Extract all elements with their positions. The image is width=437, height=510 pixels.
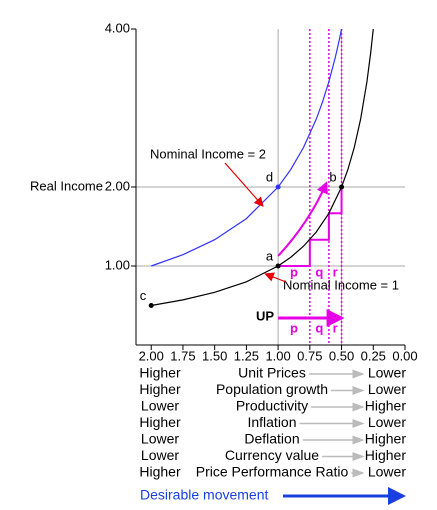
row-right: Higher	[365, 447, 407, 463]
row-left: Higher	[139, 365, 181, 381]
step-label: q	[315, 320, 323, 335]
point	[275, 184, 281, 190]
row-label: Productivity	[236, 398, 308, 414]
step-label: p	[290, 264, 298, 279]
point	[148, 303, 154, 308]
move-arrow	[277, 181, 328, 257]
series-label: Nominal Income = 1	[283, 277, 399, 292]
point-label: a	[266, 248, 274, 263]
row-right: Higher	[365, 431, 407, 447]
row-right: Higher	[365, 398, 407, 414]
step-label: r	[333, 264, 338, 279]
pointer	[224, 162, 264, 207]
x-tick-label: 1.25	[234, 348, 259, 363]
row-left: Higher	[139, 381, 181, 397]
row-label: Deflation	[244, 431, 299, 447]
row-label: Currency value	[225, 447, 319, 463]
y-tick-label: 1.00	[105, 257, 130, 272]
x-tick-label: 0.25	[361, 348, 386, 363]
point-label: b	[329, 169, 336, 184]
x-tick-label: 0.00	[392, 348, 417, 363]
x-tick-label: 1.00	[265, 348, 290, 363]
curve	[151, 28, 343, 267]
y-axis-label: Real Income	[30, 178, 103, 193]
row-left: Higher	[139, 414, 181, 430]
step-label: r	[333, 320, 338, 335]
row-left: Lower	[141, 431, 179, 447]
row-right: Lower	[368, 464, 406, 480]
point-label: c	[140, 288, 147, 303]
x-tick-label: 0.75	[297, 348, 322, 363]
row-right: Lower	[368, 381, 406, 397]
point	[275, 263, 281, 269]
row-right: Lower	[368, 414, 406, 430]
row-label: Inflation	[247, 414, 296, 430]
row-left: Lower	[141, 398, 179, 414]
row-left: Lower	[141, 447, 179, 463]
curve	[151, 28, 374, 307]
x-tick-label: 2.00	[139, 348, 164, 363]
point	[339, 184, 345, 190]
footer: Desirable movement	[140, 487, 268, 503]
row-left: Higher	[139, 464, 181, 480]
point-label: d	[266, 169, 273, 184]
row-right: Lower	[368, 365, 406, 381]
x-tick-label: 1.50	[202, 348, 227, 363]
pointer	[264, 272, 287, 283]
series-label: Nominal Income = 2	[150, 146, 266, 161]
step-label: q	[315, 264, 323, 279]
step-label: p	[290, 320, 298, 335]
x-tick-label: 1.75	[170, 348, 195, 363]
y-tick-label: 4.00	[105, 20, 130, 35]
step-line	[278, 187, 343, 267]
y-tick-label: 2.00	[105, 178, 130, 193]
x-tick-label: 0.50	[329, 348, 354, 363]
row-label: Price Performance Ratio	[196, 464, 349, 480]
row-label: Unit Prices	[238, 365, 306, 381]
up-label: UP	[256, 308, 274, 323]
row-label: Population growth	[216, 381, 328, 397]
